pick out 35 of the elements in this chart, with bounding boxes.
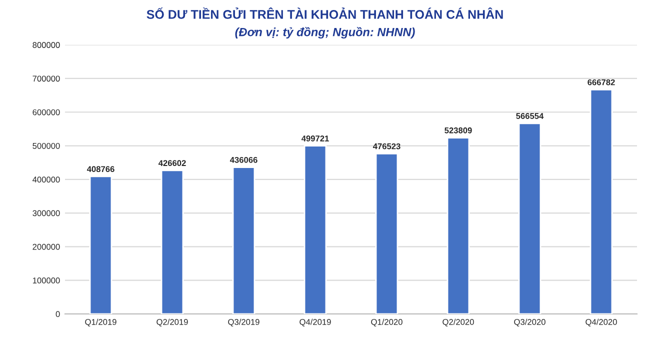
x-tick-label: Q3/2019 — [228, 318, 260, 326]
chart-subtitle: (Đơn vị: tỷ đồng; Nguồn: NHNN) — [235, 27, 415, 39]
data-label: 499721 — [301, 136, 329, 142]
data-label: 408766 — [86, 166, 114, 172]
x-tick-label: Q4/2019 — [300, 318, 331, 326]
chart-title: SỐ DƯ TIỀN GỬI TRÊN TÀI KHOẢN THANH TOÁN CÁ NHÂN — [146, 8, 503, 19]
bar — [160, 170, 184, 314]
data-label: 523809 — [444, 127, 472, 134]
data-label: 566554 — [516, 113, 544, 119]
bar — [375, 152, 398, 314]
y-tick-label: 600000 — [32, 109, 60, 116]
y-tick-label: 0 — [56, 311, 60, 318]
y-tick-label: 400000 — [32, 176, 60, 182]
bar — [446, 137, 470, 314]
bar — [518, 122, 542, 314]
bar — [89, 176, 112, 314]
y-tick-label: 500000 — [32, 142, 60, 149]
x-tick-label: Q3/2020 — [514, 318, 546, 326]
bar — [232, 166, 256, 314]
data-label: 436066 — [230, 156, 258, 163]
bar — [304, 145, 327, 314]
data-label: 476523 — [372, 143, 400, 150]
x-tick-label: Q2/2020 — [442, 318, 474, 326]
bar — [590, 88, 613, 314]
x-tick-label: Q1/2019 — [85, 318, 116, 326]
data-label: 426602 — [158, 160, 186, 166]
y-tick-label: 300000 — [32, 210, 60, 216]
x-tick-label: Q4/2020 — [586, 318, 617, 326]
x-tick-label: Q2/2019 — [156, 318, 188, 326]
y-tick-label: 700000 — [32, 76, 60, 82]
y-tick-label: 200000 — [32, 244, 60, 250]
y-tick-label: 100000 — [32, 278, 60, 284]
y-tick-label: 800000 — [32, 42, 60, 48]
data-label: 666782 — [588, 79, 615, 86]
x-tick-label: Q1/2020 — [371, 318, 402, 326]
